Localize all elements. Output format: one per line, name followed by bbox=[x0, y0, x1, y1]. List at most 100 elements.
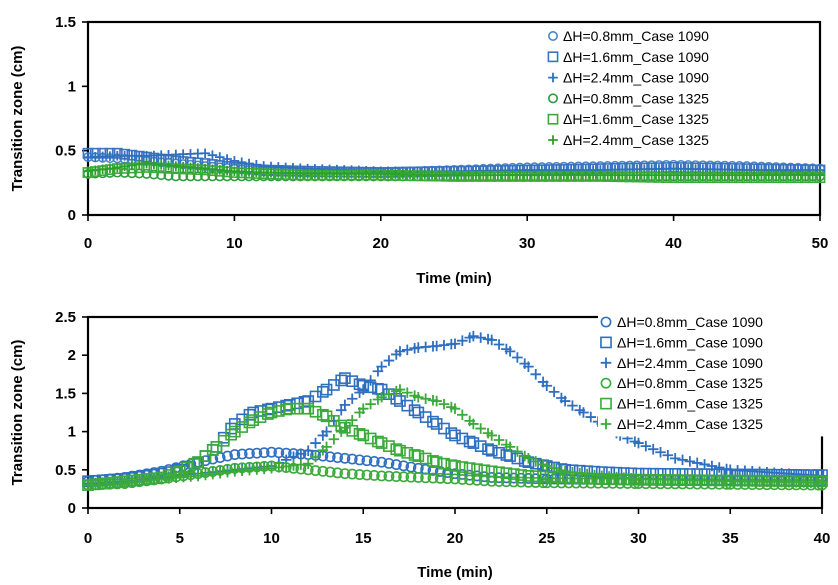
data-point bbox=[522, 476, 534, 488]
data-point bbox=[486, 430, 497, 441]
legend: ΔH=0.8mm_Case 1090 ΔH=1.6mm_Case 1090 ΔH=2… bbox=[545, 24, 785, 153]
x-tick-label: 15 bbox=[355, 530, 372, 547]
data-point bbox=[500, 467, 513, 480]
data-point bbox=[302, 458, 314, 469]
data-point bbox=[607, 477, 619, 489]
data-point bbox=[346, 414, 358, 426]
data-point bbox=[365, 375, 376, 386]
x-tick-label: 20 bbox=[372, 235, 389, 252]
legend-entry: ΔH=2.4mm_Case 1090 bbox=[617, 355, 763, 371]
data-point bbox=[567, 400, 578, 411]
data-point bbox=[529, 470, 542, 483]
data-point bbox=[567, 466, 578, 478]
data-point bbox=[482, 443, 494, 456]
legend-entry: ΔH=0.8mm_Case 1090 bbox=[563, 28, 709, 44]
legend-marker bbox=[600, 316, 612, 328]
data-point bbox=[383, 388, 395, 400]
data-point bbox=[548, 462, 560, 474]
data-point bbox=[449, 460, 461, 472]
data-point bbox=[413, 391, 424, 403]
data-point bbox=[486, 334, 497, 346]
data-point bbox=[178, 171, 189, 182]
y-tick-label: 2 bbox=[68, 347, 76, 364]
data-point bbox=[475, 423, 486, 434]
data-point bbox=[222, 154, 232, 164]
data-point bbox=[485, 465, 498, 478]
data-point bbox=[574, 467, 586, 479]
data-point bbox=[90, 165, 101, 176]
data-point bbox=[210, 441, 223, 453]
data-point bbox=[332, 452, 343, 463]
data-point bbox=[266, 462, 277, 474]
data-point bbox=[119, 161, 130, 172]
data-point bbox=[357, 429, 370, 442]
legend-entry: ΔH=0.8mm_Case 1325 bbox=[617, 375, 763, 391]
data-point bbox=[420, 463, 432, 475]
data-point bbox=[335, 404, 347, 416]
data-point bbox=[475, 332, 486, 343]
data-point bbox=[339, 452, 351, 464]
data-point bbox=[478, 475, 490, 487]
data-point bbox=[207, 468, 219, 480]
data-point bbox=[485, 444, 498, 457]
data-point bbox=[523, 453, 534, 464]
y-tick-label: 1 bbox=[68, 78, 76, 95]
data-point bbox=[222, 466, 233, 478]
data-point bbox=[148, 169, 159, 180]
top-chart: 0 10 20 30 40 50 0 0.5 1 1.5 Time (min) Transition … bbox=[9, 14, 828, 287]
data-point bbox=[468, 330, 479, 342]
data-point bbox=[376, 361, 387, 372]
data-point bbox=[405, 471, 417, 483]
data-point bbox=[438, 457, 450, 470]
data-point bbox=[541, 460, 553, 472]
data-point bbox=[456, 474, 468, 485]
data-point bbox=[105, 163, 115, 174]
data-point bbox=[420, 393, 431, 405]
legend-background bbox=[598, 310, 838, 437]
x-tick-label: 25 bbox=[538, 530, 555, 547]
data-point bbox=[684, 456, 696, 467]
y-tick-label: 0 bbox=[68, 500, 76, 517]
legend-entry: ΔH=2.4mm_Case 1090 bbox=[563, 70, 709, 86]
data-point bbox=[339, 372, 351, 384]
data-point bbox=[346, 393, 358, 405]
x-tick-label: 50 bbox=[812, 235, 829, 252]
data-point bbox=[273, 447, 285, 459]
data-point bbox=[364, 432, 377, 445]
legend-marker bbox=[548, 72, 558, 83]
legend-marker bbox=[600, 418, 612, 430]
data-point bbox=[493, 466, 505, 479]
data-point bbox=[365, 398, 376, 410]
data-point bbox=[372, 435, 384, 448]
legend-background bbox=[545, 24, 785, 153]
data-point bbox=[412, 450, 425, 462]
y-tick-label: 1.5 bbox=[55, 385, 76, 402]
data-point bbox=[669, 453, 681, 464]
data-point bbox=[559, 395, 571, 407]
data-point bbox=[339, 422, 351, 434]
data-point bbox=[119, 478, 130, 489]
data-point bbox=[148, 474, 160, 486]
data-point bbox=[578, 407, 589, 418]
data-point bbox=[339, 468, 351, 480]
data-point bbox=[467, 437, 480, 449]
data-point bbox=[713, 462, 725, 473]
legend-entry: ΔH=1.6mm_Case 1090 bbox=[563, 49, 709, 65]
data-point bbox=[321, 441, 332, 453]
data-point bbox=[390, 459, 402, 471]
legend-marker bbox=[600, 377, 612, 389]
data-point bbox=[655, 446, 666, 458]
data-point bbox=[134, 476, 145, 487]
data-point bbox=[507, 468, 520, 480]
data-point bbox=[192, 470, 204, 482]
data-point bbox=[493, 339, 505, 350]
data-point bbox=[376, 470, 388, 482]
data-point bbox=[332, 467, 343, 479]
data-point bbox=[229, 449, 241, 460]
data-point bbox=[383, 470, 395, 482]
data-point bbox=[97, 164, 108, 175]
data-point bbox=[390, 471, 402, 482]
data-point bbox=[170, 171, 181, 182]
data-point bbox=[207, 150, 218, 160]
legend-marker bbox=[600, 336, 612, 349]
